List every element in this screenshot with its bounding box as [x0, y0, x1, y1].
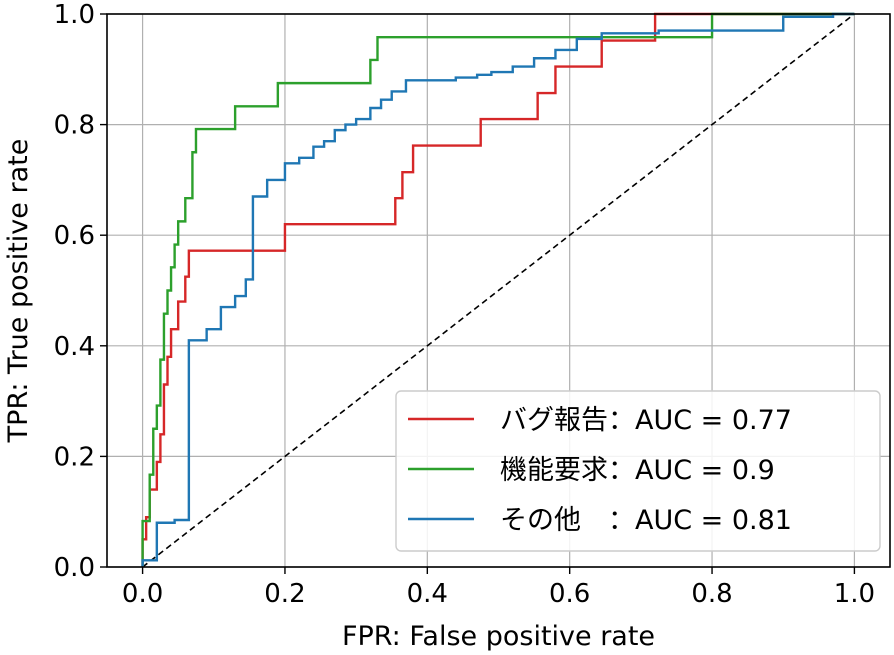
y-tick-label: 0.6: [54, 221, 95, 251]
x-tick-label: 0.0: [122, 579, 163, 609]
x-tick-label: 0.2: [264, 579, 305, 609]
roc-curve-1: [141, 12, 855, 567]
legend-entry-label: 機能要求：AUC = 0.9: [500, 455, 775, 486]
x-tick-label: 0.6: [549, 579, 590, 609]
y-tick-label: 0.4: [54, 332, 95, 362]
legend: バグ報告：AUC = 0.77 機能要求：AUC = 0.9 その他 ：AUC = …: [395, 390, 881, 552]
roc-curves: [141, 12, 855, 567]
legend-entry-label: バグ報告：AUC = 0.77: [500, 405, 792, 436]
chance-line: [142, 13, 855, 568]
y-tick-label: 0.0: [54, 553, 95, 583]
y-tick-label: 0.2: [54, 442, 95, 472]
y-tick-label: 1.0: [54, 0, 95, 30]
x-tick-label: 0.4: [407, 579, 448, 609]
y-axis-label: TPR: True positive rate: [3, 139, 34, 444]
axis-ticks: 0.0 0.2 0.4 0.6 0.8 1.0 0.0 0.2 0.4 0.6 0.8 1.0: [54, 0, 875, 609]
plot-frame: [106, 13, 891, 568]
y-tick-label: 0.8: [54, 111, 95, 141]
x-tick-label: 0.8: [691, 579, 732, 609]
chance-diagonal: [142, 13, 855, 568]
legend-box: [395, 390, 881, 552]
x-axis-label: FPR: False positive rate: [342, 621, 655, 652]
x-tick-label: 1.0: [834, 579, 875, 609]
roc-curve-2: [141, 12, 855, 567]
roc-curve-0: [141, 12, 855, 567]
legend-entry-label: その他 ：AUC = 0.81: [500, 505, 792, 536]
